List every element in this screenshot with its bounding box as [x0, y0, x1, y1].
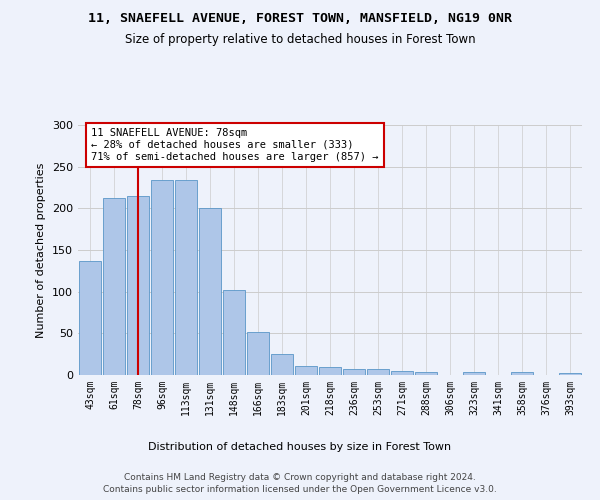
Text: Size of property relative to detached houses in Forest Town: Size of property relative to detached ho… — [125, 32, 475, 46]
Bar — [367, 369, 389, 375]
Bar — [79, 261, 101, 375]
Text: 11 SNAEFELL AVENUE: 78sqm
← 28% of detached houses are smaller (333)
71% of semi: 11 SNAEFELL AVENUE: 78sqm ← 28% of detac… — [91, 128, 379, 162]
Bar — [151, 180, 173, 375]
Bar — [319, 366, 341, 375]
Text: Distribution of detached houses by size in Forest Town: Distribution of detached houses by size … — [148, 442, 452, 452]
Bar — [175, 180, 197, 375]
Bar — [343, 369, 365, 375]
Bar — [511, 372, 533, 375]
Text: 11, SNAEFELL AVENUE, FOREST TOWN, MANSFIELD, NG19 0NR: 11, SNAEFELL AVENUE, FOREST TOWN, MANSFI… — [88, 12, 512, 26]
Text: Contains public sector information licensed under the Open Government Licence v3: Contains public sector information licen… — [103, 485, 497, 494]
Bar — [463, 372, 485, 375]
Bar — [415, 372, 437, 375]
Bar — [559, 372, 581, 375]
Bar — [391, 371, 413, 375]
Text: Contains HM Land Registry data © Crown copyright and database right 2024.: Contains HM Land Registry data © Crown c… — [124, 472, 476, 482]
Bar — [223, 290, 245, 375]
Bar — [199, 208, 221, 375]
Bar — [295, 366, 317, 375]
Bar — [103, 198, 125, 375]
Bar — [271, 354, 293, 375]
Bar — [247, 332, 269, 375]
Y-axis label: Number of detached properties: Number of detached properties — [37, 162, 46, 338]
Bar — [127, 196, 149, 375]
